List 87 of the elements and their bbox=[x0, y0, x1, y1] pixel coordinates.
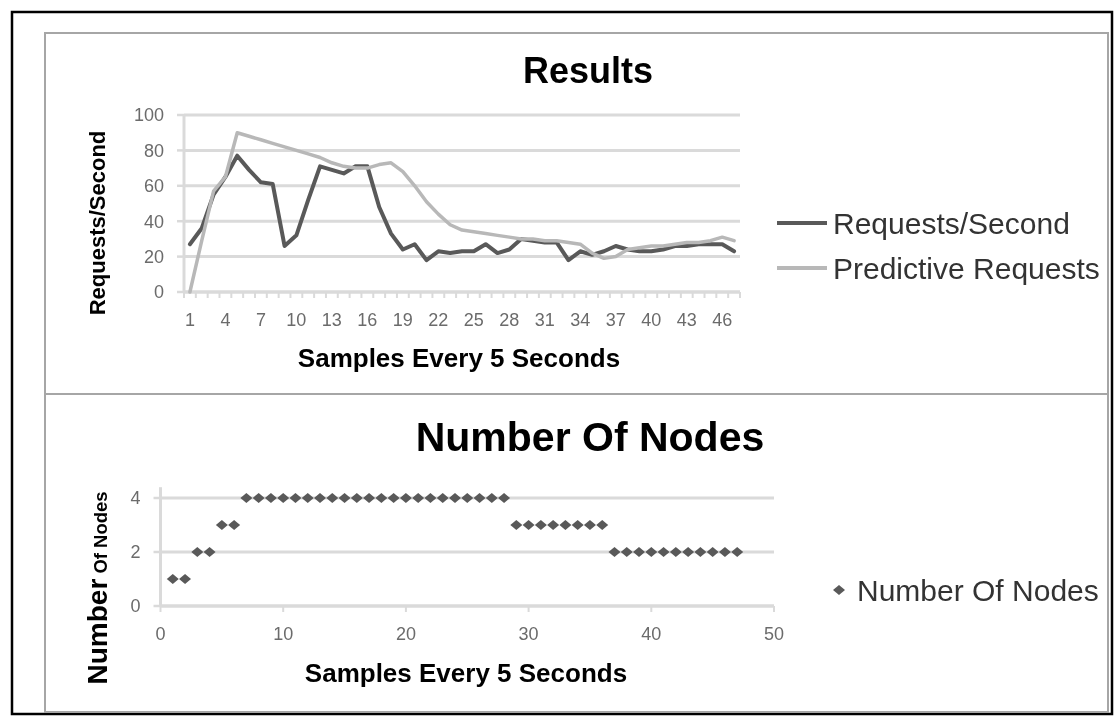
y-tick-label: 80 bbox=[143, 140, 164, 161]
point bbox=[657, 546, 670, 558]
point bbox=[448, 492, 461, 504]
x-tick-label: 25 bbox=[463, 310, 484, 330]
point bbox=[240, 492, 253, 504]
point bbox=[252, 492, 265, 504]
y-tick-label: 0 bbox=[130, 596, 141, 617]
point bbox=[596, 519, 609, 531]
line-series bbox=[188, 130, 736, 294]
point bbox=[571, 519, 584, 531]
point bbox=[645, 546, 658, 558]
point bbox=[461, 492, 474, 504]
point bbox=[608, 546, 621, 558]
point bbox=[326, 492, 339, 504]
point bbox=[473, 492, 486, 504]
point bbox=[620, 546, 633, 558]
y-tick-label: 100 bbox=[133, 105, 164, 126]
x-tick-label: 10 bbox=[286, 310, 307, 330]
x-tick-label: 7 bbox=[255, 310, 266, 330]
x-tick-label: 40 bbox=[641, 310, 662, 330]
point bbox=[412, 492, 425, 504]
legend-label: Requests/Second bbox=[833, 206, 1070, 240]
point bbox=[633, 546, 646, 558]
point bbox=[669, 546, 682, 558]
point bbox=[191, 546, 204, 558]
x-tick-label: 46 bbox=[712, 310, 733, 330]
point bbox=[215, 519, 228, 531]
point bbox=[436, 492, 449, 504]
x-tick-label: 30 bbox=[518, 624, 539, 644]
point bbox=[314, 492, 327, 504]
chart-title: Number Of Nodes bbox=[415, 414, 765, 460]
point bbox=[485, 492, 498, 504]
point bbox=[375, 492, 388, 504]
point bbox=[387, 492, 400, 504]
point bbox=[718, 546, 731, 558]
point bbox=[694, 546, 707, 558]
x-tick-label: 40 bbox=[641, 624, 662, 644]
y-tick-label: 60 bbox=[143, 176, 164, 197]
point bbox=[264, 492, 277, 504]
x-tick-label: 13 bbox=[321, 310, 342, 330]
point bbox=[301, 492, 314, 504]
y-tick-label: 20 bbox=[143, 247, 164, 268]
point bbox=[559, 519, 572, 531]
x-axis-title: Samples Every 5 Seconds bbox=[297, 343, 621, 373]
x-tick-label: 28 bbox=[499, 310, 520, 330]
x-tick-label: 37 bbox=[605, 310, 626, 330]
y-axis-title: Number Of Nodes bbox=[82, 491, 113, 685]
point bbox=[534, 519, 547, 531]
chart-title: Results bbox=[522, 50, 654, 91]
y-tick-label: 4 bbox=[130, 488, 141, 509]
x-tick-label: 34 bbox=[570, 310, 591, 330]
point bbox=[522, 519, 535, 531]
y-tick-label: 2 bbox=[130, 542, 141, 563]
point bbox=[498, 492, 511, 504]
x-tick-label: 19 bbox=[392, 310, 413, 330]
point bbox=[706, 546, 719, 558]
point bbox=[399, 492, 412, 504]
legend-label: Number Of Nodes bbox=[857, 573, 1099, 607]
point bbox=[338, 492, 351, 504]
point bbox=[289, 492, 302, 504]
point bbox=[179, 573, 192, 585]
y-tick-label: 40 bbox=[143, 211, 164, 232]
x-tick-label: 20 bbox=[395, 624, 416, 644]
x-tick-label: 31 bbox=[534, 310, 555, 330]
point bbox=[363, 492, 376, 504]
legend-label: Predictive Requests bbox=[833, 251, 1100, 285]
point bbox=[424, 492, 437, 504]
point bbox=[166, 573, 179, 585]
x-axis-title: Samples Every 5 Seconds bbox=[304, 658, 628, 688]
point bbox=[203, 546, 216, 558]
point bbox=[277, 492, 290, 504]
x-tick-label: 4 bbox=[220, 310, 231, 330]
x-tick-label: 1 bbox=[184, 310, 195, 330]
x-tick-label: 16 bbox=[357, 310, 378, 330]
point bbox=[510, 519, 523, 531]
point bbox=[583, 519, 596, 531]
x-tick-label: 50 bbox=[763, 624, 785, 644]
y-axis-title: Requests/Second bbox=[85, 130, 110, 316]
point bbox=[547, 519, 560, 531]
y-tick-label: 0 bbox=[153, 282, 164, 303]
point bbox=[350, 492, 363, 504]
x-tick-label: 22 bbox=[428, 310, 449, 330]
point bbox=[228, 519, 241, 531]
x-tick-label: 43 bbox=[676, 310, 697, 330]
x-tick-label: 10 bbox=[273, 624, 294, 644]
point bbox=[682, 546, 695, 558]
point bbox=[731, 546, 744, 558]
